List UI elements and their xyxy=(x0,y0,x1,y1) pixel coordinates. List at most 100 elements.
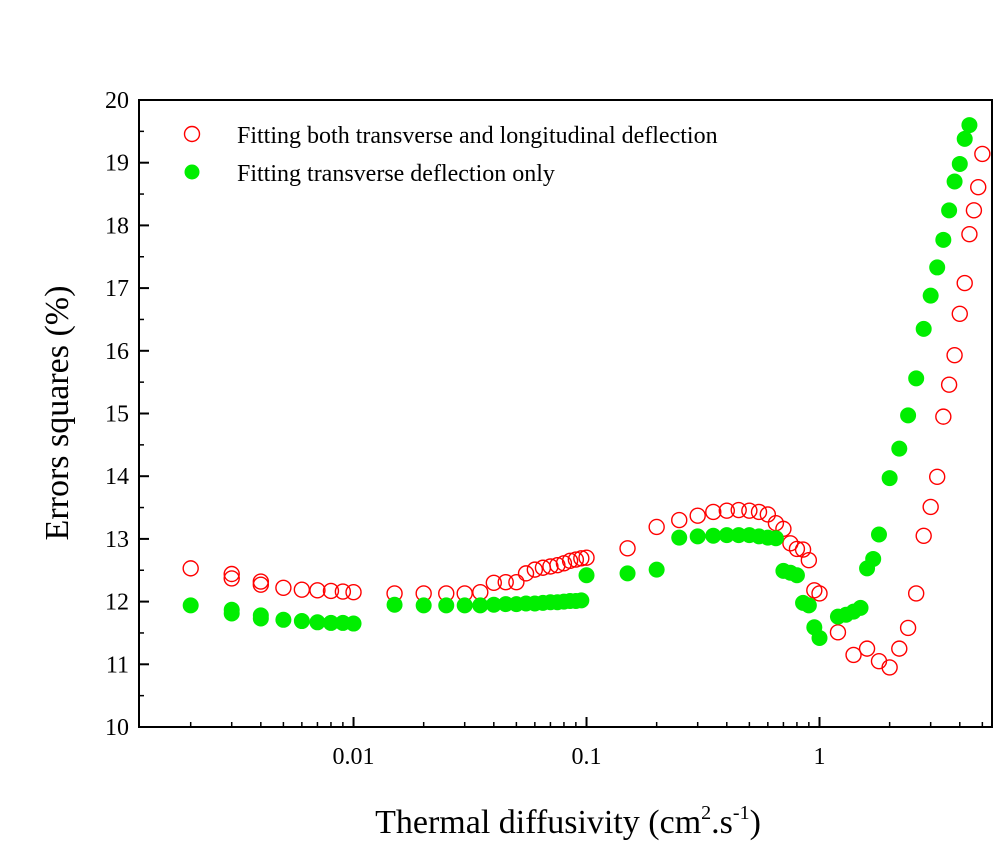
data-point-filled xyxy=(951,155,968,172)
legend: Fitting both transverse and longitudinal… xyxy=(183,123,718,187)
data-point-filled xyxy=(345,615,362,632)
data-point-filled xyxy=(438,597,455,614)
legend-label-transverse: Fitting transverse deflection only xyxy=(237,161,555,187)
data-point-filled xyxy=(852,599,869,616)
data-point-open xyxy=(561,552,579,570)
data-point-filled xyxy=(182,597,199,614)
data-point-filled xyxy=(922,287,939,304)
data-point-open xyxy=(573,550,590,567)
data-point-filled xyxy=(223,605,240,622)
data-point-open xyxy=(182,560,199,577)
data-point-filled xyxy=(619,565,636,582)
data-point-filled xyxy=(935,231,952,248)
data-point-filled xyxy=(956,130,973,147)
data-point-open xyxy=(322,582,340,600)
data-point-filled xyxy=(252,610,269,627)
data-point-open xyxy=(759,506,777,523)
legend-marker-filled-circle xyxy=(184,164,200,180)
data-point-filled xyxy=(788,567,805,584)
data-point-open xyxy=(811,585,828,602)
data-point-open xyxy=(718,502,735,519)
data-point-filled xyxy=(322,614,339,631)
y-tick-label: 15 xyxy=(105,402,129,428)
data-point-filled xyxy=(573,592,590,609)
data-point-open xyxy=(922,498,939,516)
data-point-open xyxy=(293,581,311,598)
y-tick-label: 13 xyxy=(105,527,129,553)
data-point-open xyxy=(951,305,968,323)
y-tick-label: 11 xyxy=(106,652,129,678)
y-tick-label: 14 xyxy=(105,464,129,490)
series-0 xyxy=(182,145,991,676)
data-point-open xyxy=(965,202,983,219)
data-point-open xyxy=(730,501,747,519)
data-point-filled xyxy=(293,613,310,630)
data-point-open xyxy=(870,652,888,670)
data-point-filled xyxy=(309,614,326,631)
x-tick-label: 1 xyxy=(814,744,826,770)
data-point-filled xyxy=(961,117,978,134)
data-point-open xyxy=(946,346,963,364)
data-point-open xyxy=(858,640,876,657)
data-point-open xyxy=(309,582,326,599)
y-tick-label: 16 xyxy=(105,339,129,365)
data-point-filled xyxy=(705,527,722,544)
data-point-filled xyxy=(881,470,898,487)
data-point-open xyxy=(956,274,973,292)
data-point-filled xyxy=(415,597,432,614)
series-1 xyxy=(182,117,978,646)
plot-frame xyxy=(138,99,993,728)
data-point-filled xyxy=(689,528,706,545)
y-tick-label: 10 xyxy=(105,715,129,741)
data-point-open xyxy=(940,376,958,393)
data-point-filled xyxy=(671,529,688,546)
data-series xyxy=(182,117,991,676)
data-point-open xyxy=(806,582,823,599)
data-point-filled xyxy=(811,629,828,646)
data-point-open xyxy=(497,573,514,591)
data-point-open xyxy=(567,551,585,568)
x-tick-label: 0.1 xyxy=(572,744,602,770)
data-point-open xyxy=(485,574,503,591)
data-point-filled xyxy=(800,597,817,614)
data-point-open xyxy=(928,468,946,486)
data-point-filled xyxy=(485,596,502,613)
legend-marker-open-circle xyxy=(183,125,201,143)
axis-ticks xyxy=(139,99,984,728)
data-point-open xyxy=(974,145,991,163)
data-point-open xyxy=(223,570,240,587)
x-axis-title-sup2: -1 xyxy=(733,802,750,824)
data-point-open xyxy=(334,583,352,600)
data-point-filled xyxy=(472,597,489,614)
y-tick-label: 20 xyxy=(105,88,129,114)
data-point-filled xyxy=(456,597,473,614)
data-point-open xyxy=(345,583,362,601)
x-axis-title-sup1: 2 xyxy=(701,802,711,824)
data-point-open xyxy=(542,558,559,575)
data-point-open xyxy=(275,579,292,597)
data-point-open xyxy=(689,507,706,524)
data-point-filled xyxy=(870,526,887,543)
data-point-open xyxy=(648,518,665,536)
data-point-open xyxy=(970,178,987,196)
data-point-open xyxy=(881,659,898,676)
data-point-open xyxy=(252,573,270,590)
data-point-filled xyxy=(578,567,595,584)
y-tick-label: 12 xyxy=(105,590,129,616)
data-point-filled xyxy=(275,611,292,628)
data-point-filled xyxy=(718,527,735,544)
data-point-open xyxy=(907,585,925,602)
axis-tick-labels: 10 11 12 13 14 15 16 17 18 19 20 0.01 0.1 1 xyxy=(105,88,826,770)
data-point-open xyxy=(223,565,240,583)
data-point-open xyxy=(935,408,952,425)
data-point-filled xyxy=(648,561,665,578)
data-point-open xyxy=(788,540,806,558)
data-point-open xyxy=(845,646,862,664)
data-point-open xyxy=(705,503,722,521)
data-point-open xyxy=(741,502,758,519)
data-point-filled xyxy=(386,596,403,613)
data-point-filled xyxy=(929,259,946,276)
data-point-open xyxy=(671,511,688,529)
data-point-filled xyxy=(767,530,784,547)
